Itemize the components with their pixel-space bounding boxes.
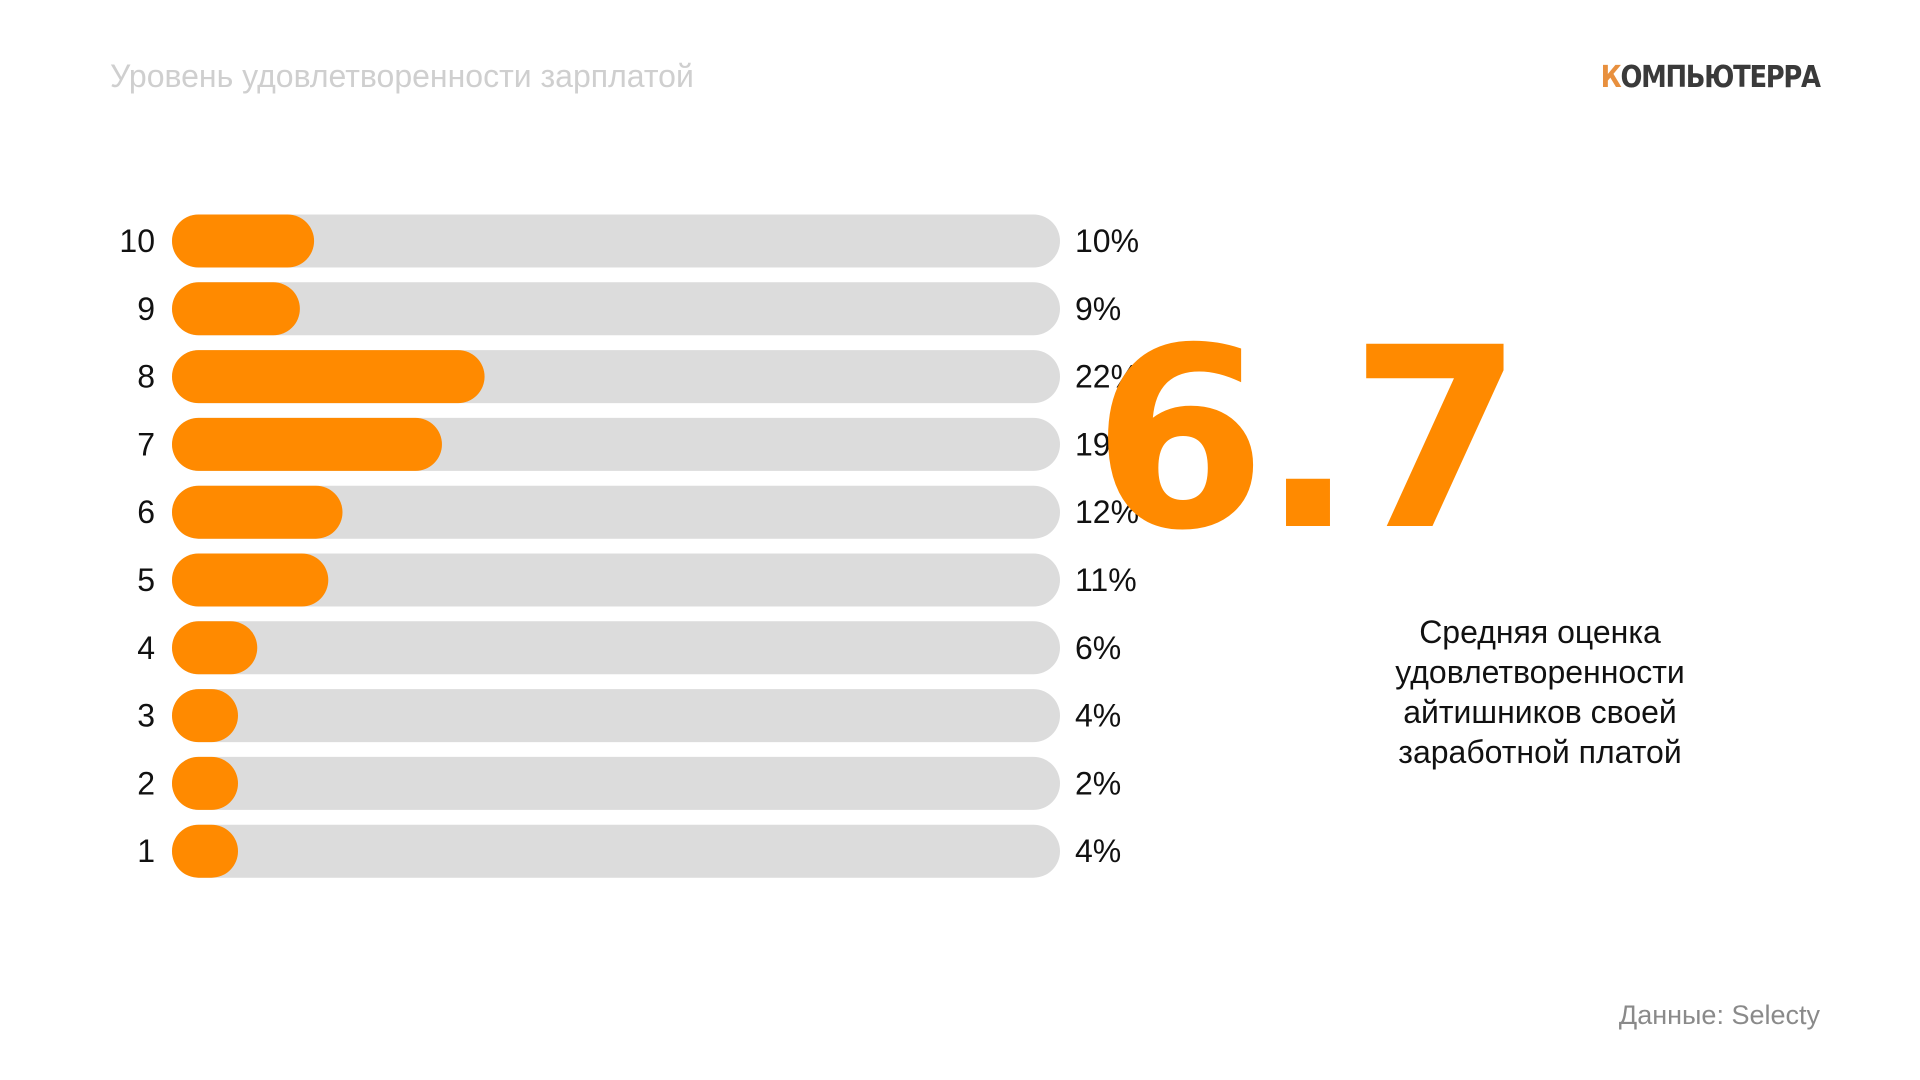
caption-line: заработной платой — [1398, 734, 1682, 770]
page-title: Уровень удовлетворенности зарплатой — [110, 58, 694, 94]
value-label: 2% — [1075, 765, 1121, 801]
bar-track — [172, 756, 1060, 810]
bar — [172, 350, 485, 404]
average-score-value: 6.7 — [1092, 294, 1524, 585]
category-label: 6 — [137, 494, 155, 530]
value-label: 19% — [1075, 426, 1139, 462]
bar-track — [172, 689, 1060, 743]
caption-line: айтишников своей — [1403, 694, 1677, 730]
bar — [172, 553, 329, 607]
category-label: 10 — [119, 223, 155, 259]
category-label: 8 — [137, 359, 155, 395]
bar-track — [172, 214, 1060, 268]
bar — [172, 824, 238, 878]
caption-line: Средняя оценка — [1419, 614, 1661, 650]
category-label: 3 — [137, 698, 155, 734]
value-label: 6% — [1075, 630, 1121, 666]
bar-track — [172, 621, 1060, 675]
bar — [172, 689, 238, 743]
value-label: 22% — [1075, 359, 1139, 395]
logo-first-letter: К — [1600, 60, 1622, 95]
average-score-caption: Средняя оценка удовлетворенности айтишни… — [1300, 612, 1780, 772]
brand-logo: КОМПЬЮТЕРРА — [1600, 60, 1822, 95]
category-label: 1 — [137, 833, 155, 869]
bar — [172, 214, 315, 268]
bar — [172, 756, 238, 810]
bar — [172, 485, 343, 539]
category-label: 4 — [137, 630, 155, 666]
bar — [172, 621, 258, 675]
bar-track — [172, 282, 1060, 336]
bar-track — [172, 485, 1060, 539]
bar — [172, 417, 442, 471]
bar-track — [172, 553, 1060, 607]
value-label: 9% — [1075, 291, 1121, 327]
value-label: 4% — [1075, 698, 1121, 734]
category-label: 7 — [137, 426, 155, 462]
value-label: 10% — [1075, 223, 1139, 259]
bar-track — [172, 824, 1060, 878]
value-label: 11% — [1075, 562, 1137, 598]
category-label: 5 — [137, 562, 155, 598]
value-label: 4% — [1075, 833, 1121, 869]
caption-line: удовлетворенности — [1395, 654, 1685, 690]
category-label: 2 — [137, 765, 155, 801]
value-label: 12% — [1075, 494, 1139, 530]
logo-rest: ОМПЬЮТЕРРА — [1620, 60, 1822, 95]
bar-chart: 10 10%9 9%8 22%7 19%6 12%5 11%4 6%3 4%2 2%1 4% — [119, 214, 1139, 878]
bar — [172, 282, 300, 336]
category-label: 9 — [137, 291, 155, 327]
data-source: Данные: Selecty — [1618, 1000, 1820, 1030]
